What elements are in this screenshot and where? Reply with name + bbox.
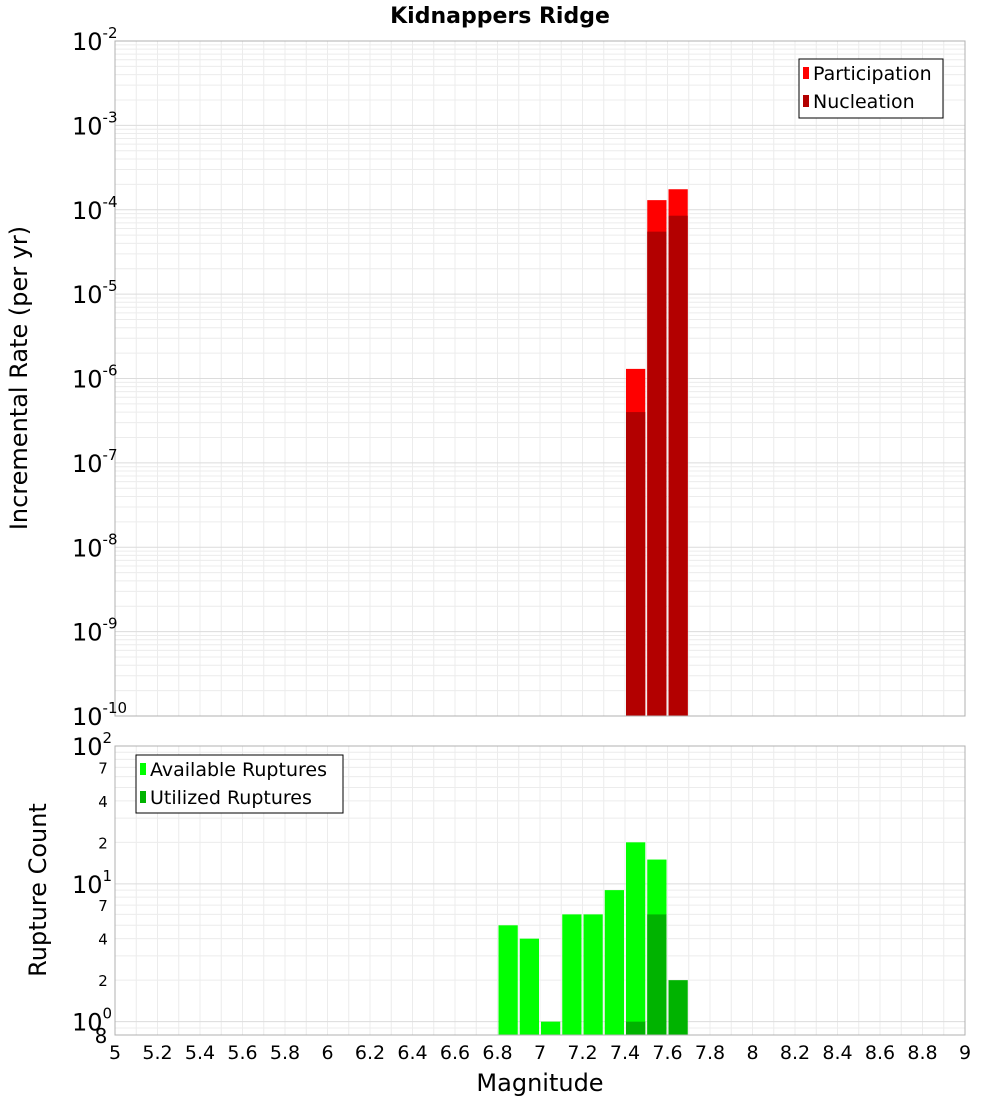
rate-y-tick-label: 10-2 — [72, 24, 118, 56]
count-y-major-tick-label: 100 — [72, 1005, 112, 1037]
x-tick-label: 6 — [321, 1042, 333, 1064]
rate-panel: 10-10 10-9 10-8 10-7 10-6 10-5 10-4 10-3 10-2 In… — [5, 24, 966, 731]
nucleation-bar — [626, 412, 646, 716]
count-y-minor-tick-label: 7 — [98, 897, 108, 915]
x-tick-label: 6.8 — [482, 1042, 512, 1064]
count-y-minor-tick-label: 4 — [98, 793, 108, 811]
x-tick-label: 6.2 — [355, 1042, 385, 1064]
count-plot-frame — [114, 745, 966, 1036]
x-tick-label: 6.6 — [440, 1042, 470, 1064]
count-y-minor-tick-label: 4 — [98, 931, 108, 949]
x-tick-label: 9 — [959, 1042, 971, 1064]
rate-y-tick-label: 10-7 — [72, 446, 118, 478]
rate-legend: Participation Nucleation — [798, 58, 944, 119]
count-y-minor-tick-label: 8 — [95, 1024, 108, 1048]
rate-y-tick-label: 10-9 — [72, 615, 118, 647]
utilized-ruptures-legend-label: Utilized Ruptures — [150, 787, 312, 809]
rate-grid — [114, 41, 966, 717]
x-tick-label: 7 — [534, 1042, 546, 1064]
available-ruptures-bar — [583, 914, 603, 1035]
available-ruptures-legend-swatch — [140, 763, 146, 775]
count-y-ticks: 100 101 102 8 2 4 7 2 4 7 — [72, 729, 112, 1048]
rate-y-tick-label: 10-8 — [72, 530, 118, 562]
x-tick-label: 7.6 — [652, 1042, 682, 1064]
available-ruptures-bar — [519, 938, 539, 1035]
x-tick-label: 8 — [746, 1042, 758, 1064]
rate-bars — [626, 189, 688, 717]
x-axis-title: Magnitude — [476, 1069, 603, 1097]
available-ruptures-bar — [604, 890, 624, 1035]
nucleation-legend-label: Nucleation — [813, 91, 915, 113]
x-axis-ticks: 5 5.2 5.4 5.6 5.8 6 6.2 6.4 6.6 6.8 7 7.2 7.4 7.6 7.8 8… — [109, 1042, 971, 1064]
rate-y-axis-title: Incremental Rate (per yr) — [5, 226, 33, 530]
rate-y-tick-label: 10-10 — [72, 699, 127, 731]
x-tick-label: 7.4 — [610, 1042, 640, 1064]
participation-legend-label: Participation — [813, 63, 932, 85]
count-y-major-tick-label: 102 — [72, 729, 112, 761]
rupture-count-panel: 100 101 102 8 2 4 7 2 4 7 5 5.2 5.4 5.6 5.8 6 6.2 6.4 6.6… — [24, 729, 971, 1097]
available-ruptures-bar — [498, 925, 518, 1035]
x-tick-label: 8.6 — [865, 1042, 895, 1064]
utilized-ruptures-bar — [647, 914, 667, 1035]
rate-legend-box — [798, 58, 944, 119]
utilized-ruptures-bar — [626, 1021, 646, 1035]
nucleation-bar — [668, 215, 688, 717]
participation-legend-swatch — [803, 67, 809, 79]
nucleation-bar — [647, 231, 667, 716]
x-tick-label: 5.6 — [227, 1042, 257, 1064]
x-tick-label: 8.4 — [822, 1042, 852, 1064]
rate-y-tick-label: 10-6 — [72, 362, 118, 394]
x-tick-label: 6.4 — [397, 1042, 427, 1064]
count-y-minor-tick-label: 2 — [98, 972, 108, 990]
x-tick-label: 8.8 — [907, 1042, 937, 1064]
available-ruptures-legend-label: Available Ruptures — [150, 759, 327, 781]
nucleation-legend-swatch — [803, 95, 809, 107]
utilized-ruptures-bar — [668, 980, 688, 1035]
x-tick-label: 5.8 — [270, 1042, 300, 1064]
x-tick-label: 5 — [109, 1042, 121, 1064]
rate-y-tick-label: 10-4 — [72, 193, 118, 225]
count-legend-box — [135, 754, 344, 814]
count-y-minor-tick-label: 7 — [98, 759, 108, 777]
rate-plot-frame — [114, 40, 966, 717]
x-tick-label: 7.8 — [695, 1042, 725, 1064]
utilized-ruptures-legend-swatch — [140, 791, 146, 803]
count-bars — [498, 842, 688, 1035]
rate-y-ticks: 10-10 10-9 10-8 10-7 10-6 10-5 10-4 10-3 10-2 — [72, 24, 127, 731]
rate-y-tick-label: 10-3 — [72, 108, 118, 140]
available-ruptures-bar — [541, 1021, 561, 1035]
rate-y-tick-label: 10-5 — [72, 277, 118, 309]
count-legend: Available Ruptures Utilized Ruptures — [135, 754, 344, 814]
count-y-axis-title: Rupture Count — [24, 803, 52, 977]
x-tick-label: 5.2 — [142, 1042, 172, 1064]
count-y-major-tick-label: 101 — [72, 867, 112, 899]
x-tick-label: 5.4 — [185, 1042, 215, 1064]
x-tick-label: 7.2 — [567, 1042, 597, 1064]
count-y-minor-tick-label: 2 — [98, 834, 108, 852]
available-ruptures-bar — [562, 914, 582, 1035]
chart-title: Kidnappers Ridge — [390, 4, 610, 29]
available-ruptures-bar — [626, 842, 646, 1035]
x-tick-label: 8.2 — [780, 1042, 810, 1064]
